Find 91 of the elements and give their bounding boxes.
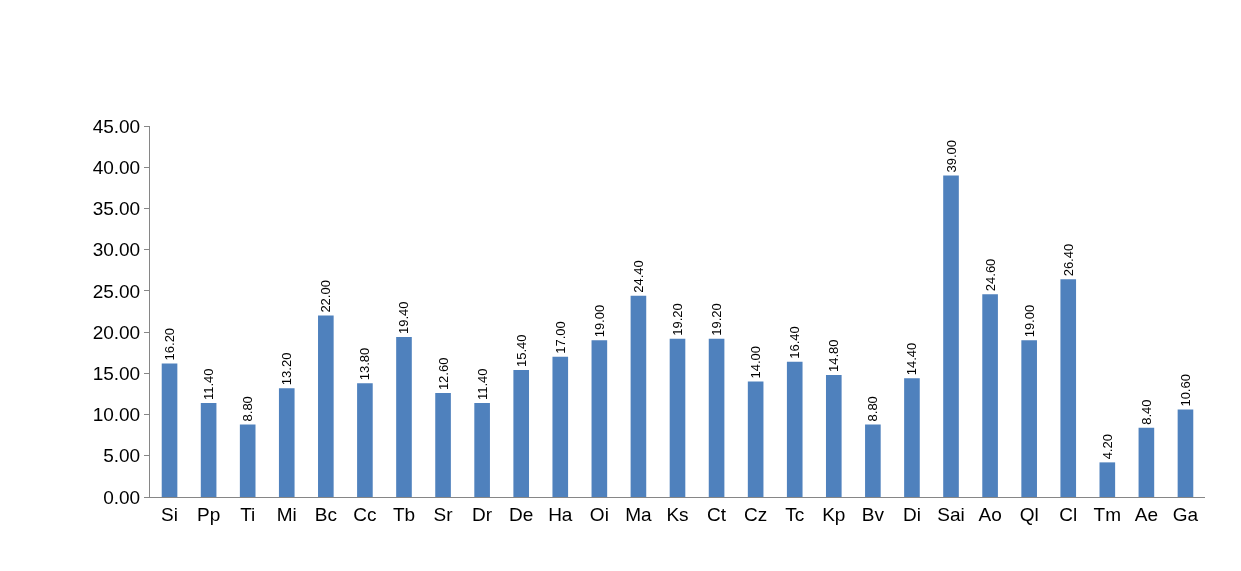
data-label: 10.60 [1177, 374, 1193, 407]
bar [669, 338, 686, 497]
x-tick-label: De [509, 503, 534, 525]
bar [825, 374, 842, 497]
bar [474, 403, 490, 497]
x-tick-label: Tb [392, 503, 416, 525]
bar [239, 424, 256, 497]
bar [513, 370, 530, 497]
x-tick-label: Bc [314, 503, 337, 525]
bar [357, 383, 373, 497]
bar [318, 315, 334, 497]
x-tick-label: Bv [861, 503, 885, 525]
data-label: 14.80 [826, 339, 842, 372]
x-tick-label: Tc [785, 503, 805, 525]
y-tick-label: 15.00 [92, 362, 141, 384]
x-tick-label: Ks [666, 503, 689, 525]
bar [786, 361, 803, 497]
data-label: 39.00 [943, 139, 959, 173]
bar [435, 393, 451, 497]
data-label: 26.40 [1060, 243, 1076, 277]
data-label: 12.60 [435, 357, 451, 391]
x-tick-label: Si [161, 503, 178, 525]
data-label: 22.00 [318, 280, 334, 313]
bar [943, 175, 959, 497]
bar [1060, 279, 1077, 497]
bar [1099, 462, 1116, 497]
x-tick-label: Sai [937, 503, 965, 525]
data-label: 11.40 [201, 368, 217, 401]
x-tick-label: Cz [744, 503, 768, 525]
x-tick-label: Cc [353, 503, 377, 525]
bar [396, 337, 412, 497]
bar [552, 356, 569, 497]
bar [161, 363, 178, 497]
data-label: 11.40 [474, 368, 490, 401]
data-label: 8.80 [240, 396, 256, 422]
x-tick-label: Cl [1059, 503, 1078, 525]
x-tick-label: Ct [707, 503, 727, 525]
data-label: 24.60 [982, 258, 998, 292]
x-tick-label: Ao [978, 503, 1002, 525]
x-tick-label: Sr [433, 503, 454, 525]
data-label: 24.40 [630, 260, 646, 293]
data-label: 14.00 [748, 346, 764, 379]
x-tick-label: Oi [589, 503, 609, 525]
x-tick-label: Di [902, 503, 921, 525]
y-tick-label: 25.00 [92, 280, 141, 302]
x-tick-label: Tm [1093, 503, 1122, 525]
bar [1138, 427, 1155, 497]
data-label: 16.20 [162, 327, 178, 361]
x-tick-label: Ma [625, 503, 653, 525]
x-tick-label: Ga [1172, 503, 1199, 525]
bar [278, 388, 295, 497]
data-label: 19.00 [1021, 304, 1037, 338]
y-tick-label: 10.00 [92, 404, 141, 426]
y-tick-label: 40.00 [92, 156, 141, 178]
x-tick-label: Mi [276, 503, 297, 525]
data-label: 17.00 [552, 321, 568, 354]
y-tick-label: 20.00 [92, 321, 141, 343]
data-label: 14.40 [904, 342, 920, 376]
y-tick-label: 5.00 [103, 445, 141, 467]
data-label: 19.20 [709, 303, 725, 336]
bar [200, 403, 217, 497]
bar [904, 378, 920, 497]
bar [1177, 409, 1194, 497]
x-tick-label: Ha [548, 503, 573, 525]
bar [630, 295, 647, 497]
bar [982, 294, 998, 497]
bar [591, 340, 608, 497]
data-label: 19.00 [591, 304, 607, 338]
bar [1021, 340, 1037, 497]
bar [747, 381, 764, 497]
data-label: 19.20 [670, 303, 685, 336]
y-tick-label: 45.00 [92, 115, 141, 137]
y-tick-label: 30.00 [92, 239, 141, 261]
data-label: 16.40 [787, 326, 803, 359]
data-label: 4.20 [1099, 434, 1115, 460]
bar [708, 338, 725, 497]
x-tick-label: Kp [822, 503, 846, 525]
bar [865, 424, 881, 497]
data-label: 13.20 [279, 352, 295, 386]
x-tick-label: Ql [1019, 503, 1039, 525]
data-label: 8.40 [1138, 399, 1154, 425]
data-label: 13.80 [357, 347, 373, 381]
x-tick-label: Ti [240, 503, 256, 525]
data-label: 19.40 [396, 301, 412, 335]
x-tick-label: Pp [196, 503, 221, 525]
x-tick-label: Dr [472, 503, 493, 525]
x-tick-label: Ae [1134, 503, 1159, 525]
y-tick-label: 0.00 [103, 486, 141, 508]
y-tick-label: 35.00 [92, 198, 141, 220]
data-label: 8.80 [865, 396, 881, 422]
data-label: 15.40 [513, 334, 529, 368]
